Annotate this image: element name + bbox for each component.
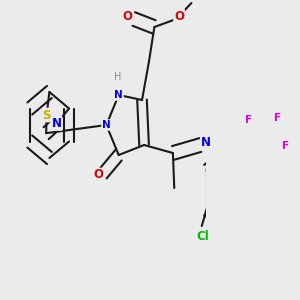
Text: O: O [123, 11, 133, 23]
Text: N: N [52, 117, 62, 130]
Text: H: H [114, 72, 121, 82]
Text: S: S [42, 109, 51, 122]
Text: O: O [174, 10, 184, 22]
Text: F: F [245, 115, 253, 125]
Text: N: N [114, 90, 123, 100]
Text: F: F [274, 113, 281, 123]
Text: N: N [102, 120, 111, 130]
Text: N: N [201, 136, 211, 149]
Text: F: F [283, 141, 290, 151]
Text: O: O [94, 169, 104, 182]
Text: Cl: Cl [197, 230, 209, 242]
